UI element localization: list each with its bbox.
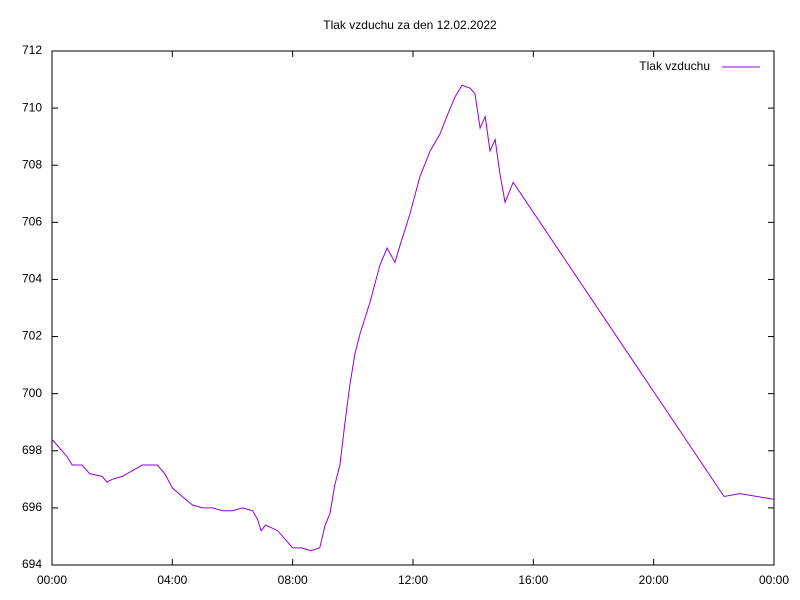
legend-label: Tlak vzduchu [639, 59, 710, 73]
y-tick-label: 710 [22, 100, 42, 114]
y-tick-label: 700 [22, 386, 42, 400]
series-line [51, 84, 775, 552]
x-tick-label: 04:00 [157, 573, 187, 587]
x-tick-label: 16:00 [518, 573, 548, 587]
x-tick-label: 00:00 [759, 573, 789, 587]
x-tick-label: 20:00 [639, 573, 669, 587]
y-tick-label: 706 [22, 215, 42, 229]
x-tick-label: 08:00 [278, 573, 308, 587]
y-tick-label: 712 [22, 43, 42, 57]
y-tick-label: 704 [22, 272, 42, 286]
plot-border [51, 50, 775, 566]
y-tick-label: 698 [22, 443, 42, 457]
x-tick-label: 00:00 [37, 573, 67, 587]
y-tick-label: 702 [22, 329, 42, 343]
x-tick-label: 12:00 [398, 573, 428, 587]
y-tick-label: 696 [22, 500, 42, 514]
y-tick-label: 694 [22, 557, 42, 571]
chart-title: Tlak vzduchu za den 12.02.2022 [323, 18, 497, 32]
y-tick-label: 708 [22, 157, 42, 171]
